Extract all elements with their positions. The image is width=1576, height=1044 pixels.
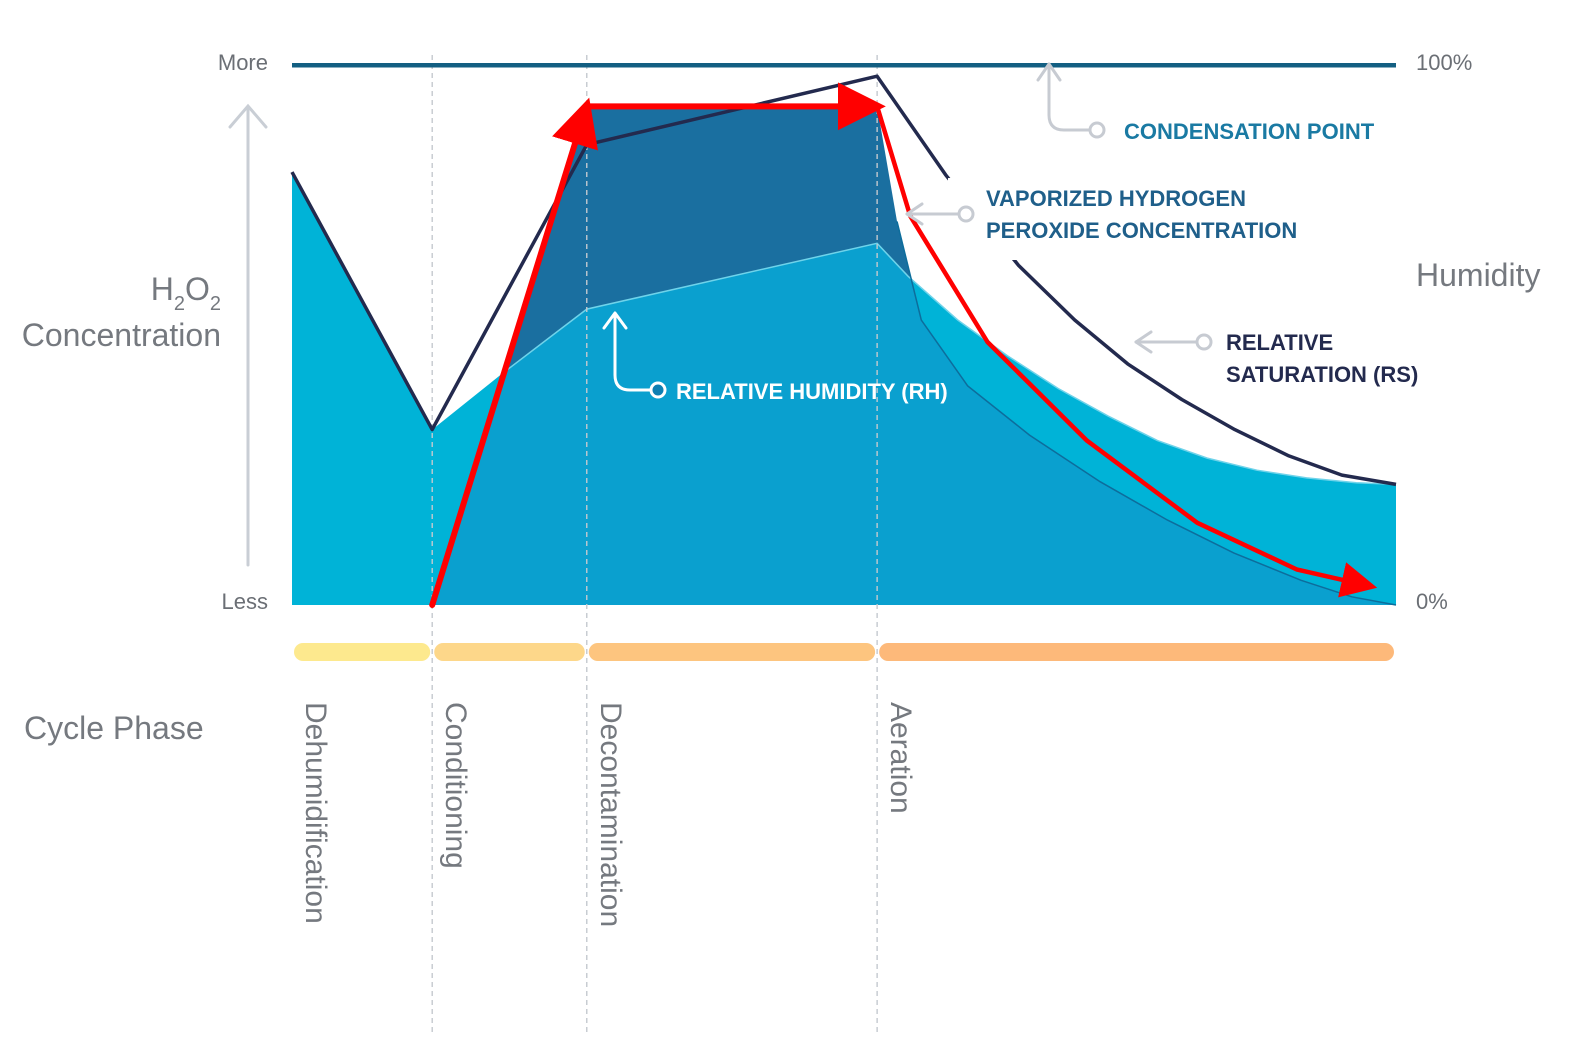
phase-bar [434,643,585,661]
highlight-rise-arrow [429,97,598,608]
humidity-bottom-label: 0% [1416,589,1448,614]
phase-label: Conditioning [439,702,472,869]
rh-pointer-icon [613,313,652,392]
rh-edge-line [500,242,1397,486]
phase-bar [294,643,431,661]
annotation-pointers [602,62,1213,399]
phase-label: Decontamination [594,702,627,927]
phase-label: Aeration [884,702,917,814]
y-axis-bottom-label: Less [222,589,268,614]
vhp-edge-line [896,221,1397,606]
humidity-axis-label: Humidity [1416,257,1540,293]
y-axis-top-label: More [218,50,268,75]
y-axis-label: Concentration [22,317,221,353]
annotation-relative-saturation: RELATIVE SATURATION (RS) [1226,330,1418,387]
concentration-axis-arrow-icon [228,103,268,567]
annotation-condensation-point: CONDENSATION POINT [1124,119,1375,144]
annotation-vhp-concentration: VAPORIZED HYDROGEN PEROXIDE CONCENTRATION [986,186,1297,243]
condensation-pointer-icon [1047,62,1091,132]
cycle-phase-label: Cycle Phase [24,710,204,746]
phase-label: Dehumidification [299,702,332,924]
y-axis-formula: H2O2 [151,271,221,315]
humidity-top-label: 100% [1416,50,1472,75]
annotation-relative-humidity: RELATIVE HUMIDITY (RH) [676,379,948,404]
phase-bar [588,643,876,661]
phase-bar [879,643,1394,661]
